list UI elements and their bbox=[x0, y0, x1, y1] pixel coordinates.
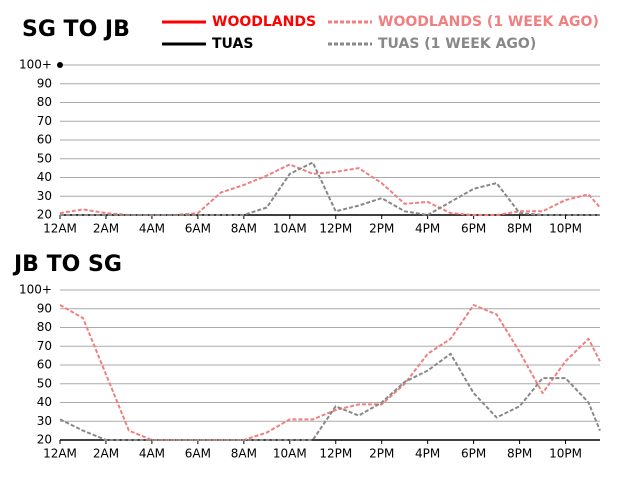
y-tick-label: 30 bbox=[37, 189, 52, 203]
x-tick-label: 6PM bbox=[461, 222, 486, 236]
y-tick-label: 100+ bbox=[19, 58, 52, 72]
x-tick-label: 6AM bbox=[185, 447, 211, 461]
x-tick-label: 12PM bbox=[319, 222, 352, 236]
x-tick-label: 8AM bbox=[231, 447, 257, 461]
x-tick-label: 4AM bbox=[139, 222, 165, 236]
x-tick-label: 4AM bbox=[139, 447, 165, 461]
x-tick-label: 12AM bbox=[43, 447, 77, 461]
x-tick-label: 6PM bbox=[461, 447, 486, 461]
y-tick-label: 100+ bbox=[19, 283, 52, 297]
y-tick-label: 40 bbox=[37, 170, 52, 184]
series-line bbox=[59, 163, 601, 216]
y-tick-label: 60 bbox=[37, 358, 52, 372]
x-tick-label: 4PM bbox=[415, 447, 440, 461]
x-tick-label: 10PM bbox=[549, 447, 582, 461]
x-tick-label: 8PM bbox=[507, 222, 532, 236]
x-tick-label: 2AM bbox=[93, 222, 119, 236]
y-tick-label: 40 bbox=[37, 395, 52, 409]
x-tick-label: 4PM bbox=[415, 222, 440, 236]
series-line bbox=[59, 352, 601, 441]
y-tick-label: 30 bbox=[37, 414, 52, 428]
chart-title: JB TO SG bbox=[12, 252, 122, 277]
y-tick-label: 50 bbox=[37, 151, 52, 165]
y-tick-label: 70 bbox=[37, 339, 52, 353]
y-tick-label: 90 bbox=[37, 76, 52, 90]
x-tick-label: 10AM bbox=[273, 447, 307, 461]
data-point bbox=[57, 62, 63, 68]
x-tick-label: 8PM bbox=[507, 447, 532, 461]
series-line bbox=[59, 304, 601, 441]
y-tick-label: 20 bbox=[37, 208, 52, 222]
x-tick-label: 10PM bbox=[549, 222, 582, 236]
y-tick-label: 80 bbox=[37, 320, 52, 334]
x-tick-label: 2PM bbox=[369, 222, 394, 236]
y-tick-label: 60 bbox=[37, 133, 52, 147]
legend-label: TUAS bbox=[212, 36, 253, 52]
y-tick-label: 50 bbox=[37, 376, 52, 390]
x-tick-label: 2AM bbox=[93, 447, 119, 461]
y-tick-label: 80 bbox=[37, 95, 52, 109]
x-tick-label: 6AM bbox=[185, 222, 211, 236]
legend-label: WOODLANDS bbox=[212, 14, 316, 30]
x-tick-label: 10AM bbox=[273, 222, 307, 236]
legend-label: WOODLANDS (1 WEEK AGO) bbox=[378, 14, 599, 30]
x-tick-label: 12AM bbox=[43, 222, 77, 236]
legend-label: TUAS (1 WEEK AGO) bbox=[378, 36, 536, 52]
chart-title: SG TO JB bbox=[22, 17, 130, 42]
x-tick-label: 2PM bbox=[369, 447, 394, 461]
y-tick-label: 70 bbox=[37, 114, 52, 128]
series-line bbox=[60, 161, 600, 216]
y-tick-label: 20 bbox=[37, 433, 52, 447]
x-tick-label: 8AM bbox=[231, 222, 257, 236]
y-tick-label: 90 bbox=[37, 301, 52, 315]
x-tick-label: 12PM bbox=[319, 447, 352, 461]
